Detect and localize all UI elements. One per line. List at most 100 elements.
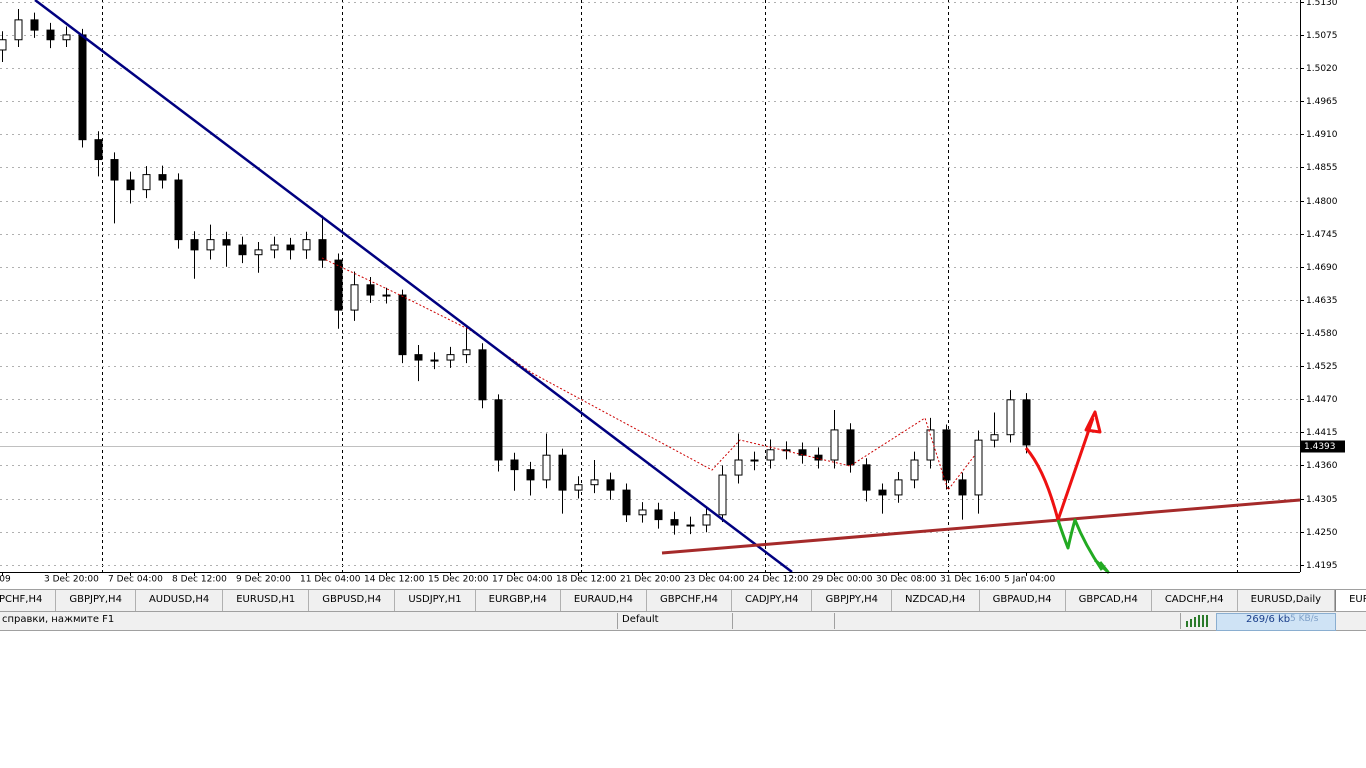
candle-body: [878, 489, 887, 496]
chart-tab[interactable]: CADJPY,H4: [732, 590, 813, 611]
chart-tab[interactable]: PCHF,H4: [0, 590, 57, 611]
candle-body: [942, 429, 951, 481]
y-tick-label: 1.4415: [1306, 428, 1338, 438]
chart-tab[interactable]: GBPCHF,H4: [647, 590, 732, 611]
candle-body: [254, 249, 263, 256]
status-help: справки, нажмите F1: [2, 614, 115, 625]
candle-body: [862, 464, 871, 491]
candle-body: [510, 459, 519, 471]
y-tick-label: 1.4855: [1306, 163, 1338, 173]
x-tick-label: 31 Dec 16:00: [940, 575, 1001, 585]
candle-body: [382, 294, 391, 297]
chart-tab[interactable]: NZDCAD,H4: [892, 590, 980, 611]
period-separators: [102, 0, 1238, 572]
chart-tabs: PCHF,H4 GBPJPY,H4 AUDUSD,H4 EURUSD,H1 GBPUSD…: [0, 589, 1366, 612]
chart-tab[interactable]: GBPAUD,H4: [980, 590, 1066, 611]
chart-tab[interactable]: EURAUD,H4: [561, 590, 648, 611]
candle-body: [158, 174, 167, 181]
y-tick-label: 1.5075: [1306, 31, 1338, 41]
x-tick-label: 24 Dec 12:00: [748, 575, 809, 585]
candle-body: [590, 479, 599, 486]
chart-tab[interactable]: GBPJPY,H4: [56, 590, 136, 611]
y-tick-label: 1.4195: [1306, 561, 1338, 571]
candle-body: [622, 489, 631, 516]
candle-body: [110, 159, 119, 181]
x-tick-label: 5 Jan 04:00: [1004, 575, 1056, 585]
drawn-arrow-down: [1056, 518, 1110, 574]
trend-line-down: [34, 0, 793, 573]
candle-body: [1006, 399, 1015, 436]
candle-body: [750, 459, 759, 462]
candle-body: [686, 524, 695, 527]
candle-body: [30, 19, 39, 31]
chart-tab[interactable]: CADCHF,H4: [1152, 590, 1238, 611]
y-tick-label: 1.4965: [1306, 97, 1338, 107]
separator: [732, 613, 733, 629]
candle-body: [494, 399, 503, 461]
candle-body: [734, 459, 743, 476]
candle-body: [766, 449, 775, 461]
chart-tab[interactable]: GBPCAD,H4: [1066, 590, 1152, 611]
y-tick-label: 1.4800: [1306, 197, 1338, 207]
chart-tab[interactable]: EURGBP,H4: [476, 590, 561, 611]
candle-body: [238, 244, 247, 256]
candle-body: [910, 459, 919, 481]
candle-body: [1022, 399, 1031, 446]
candle-body: [718, 474, 727, 516]
candle-body: [206, 239, 215, 251]
chart: 1.5130 1.5075 1.5020 1.4965 1.4910 1.4855 1.48…: [0, 0, 1345, 585]
candle-body: [430, 359, 439, 362]
y-tick-label: 1.4305: [1306, 495, 1338, 505]
x-tick-label: 14 Dec 12:00: [364, 575, 425, 585]
status-profile: Default: [622, 614, 659, 625]
x-tick-label: 17 Dec 04:00: [492, 575, 553, 585]
candle-body: [542, 454, 551, 481]
candle-body: [702, 514, 711, 526]
candle-body: [286, 244, 295, 251]
x-tick-label: 21 Dec 20:00: [620, 575, 681, 585]
traffic-box: [1216, 613, 1336, 631]
candle-body: [846, 429, 855, 466]
candle-body: [462, 349, 471, 356]
chart-tab[interactable]: EURUSD,Daily: [1238, 590, 1336, 611]
chart-tab[interactable]: GBPJPY,H4: [812, 590, 893, 611]
connection-icon: [1186, 615, 1208, 627]
y-tick-label: 1.4910: [1306, 130, 1338, 140]
y-tick-label: 1.4360: [1306, 461, 1338, 471]
candle-body: [318, 239, 327, 261]
candle-body: [126, 179, 135, 191]
candle-body: [414, 354, 423, 361]
chart-tab[interactable]: EURUSD,H1: [223, 590, 310, 611]
x-tick-label: 11 Dec 04:00: [300, 575, 361, 585]
candle-body: [638, 509, 647, 516]
chart-tab[interactable]: USDJPY,H1: [395, 590, 476, 611]
separator: [617, 613, 618, 629]
chart-tab[interactable]: AUDUSD,H4: [136, 590, 224, 611]
last-price-label: 1.4393: [1304, 442, 1336, 452]
y-tick-label: 1.4635: [1306, 296, 1338, 306]
candle-body: [78, 34, 87, 141]
candle-body: [398, 294, 407, 356]
zigzag: [321, 257, 976, 492]
candle-body: [270, 244, 279, 251]
candle-body: [478, 349, 487, 401]
separator: [834, 613, 835, 629]
candle-body: [0, 39, 7, 51]
status-bar: справки, нажмите F1 Default 269/6 kb 5 K…: [0, 612, 1366, 631]
candle-body: [334, 259, 343, 311]
candle-body: [958, 479, 967, 496]
candle-body: [894, 479, 903, 496]
chart-tab[interactable]: EURUSD,: [1335, 590, 1366, 611]
y-tick-label: 1.4470: [1306, 395, 1338, 405]
candle-body: [606, 479, 615, 491]
candle-body: [190, 239, 199, 251]
candle-body: [990, 434, 999, 441]
candle-body: [670, 519, 679, 526]
candle-body: [222, 239, 231, 246]
chart-tab[interactable]: GBPUSD,H4: [309, 590, 396, 611]
x-tick-label: 30 Dec 08:00: [876, 575, 937, 585]
candle-body: [94, 139, 103, 161]
candle-body: [974, 439, 983, 496]
x-tick-label: 9 Dec 20:00: [236, 575, 291, 585]
